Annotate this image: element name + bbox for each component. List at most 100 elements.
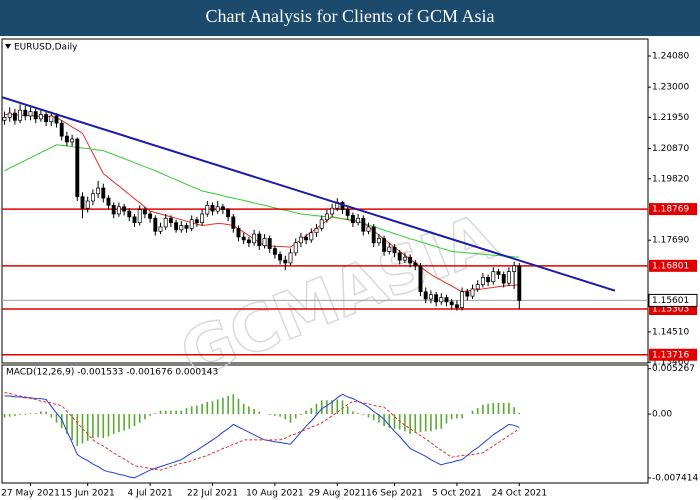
candle-body <box>252 233 257 244</box>
candle-body <box>418 265 423 293</box>
macd-histogram-bar <box>138 414 141 423</box>
macd-histogram-bar <box>450 414 453 420</box>
candle-body <box>267 238 272 249</box>
candle-body <box>293 242 298 254</box>
candle-body <box>501 274 506 284</box>
candle-body <box>96 187 101 195</box>
candle-body <box>168 217 173 223</box>
candle-body <box>382 238 387 252</box>
macd-histogram-bar <box>492 402 495 415</box>
candle-body <box>174 222 179 231</box>
candle-body <box>75 138 80 198</box>
macd-histogram-bar <box>456 414 458 419</box>
candle-body <box>512 265 517 272</box>
candle-body <box>517 265 522 301</box>
macd-histogram-bar <box>66 414 68 434</box>
symbol-marker <box>5 44 11 49</box>
macd-histogram-bar <box>149 414 151 416</box>
candle-body <box>194 219 199 223</box>
candle-body <box>80 196 85 209</box>
current-price-label: 1.15601 <box>652 296 689 306</box>
macd-histogram-bar <box>487 403 489 415</box>
candle-body <box>2 117 7 121</box>
candle-body <box>38 114 43 120</box>
macd-histogram-bar <box>352 411 354 415</box>
y-tick-label: 1.23000 <box>652 83 689 93</box>
candle-body <box>366 226 371 232</box>
candle-body <box>106 197 111 206</box>
macd-histogram-bar <box>196 405 198 415</box>
macd-histogram-bar <box>430 414 432 432</box>
candle-body <box>101 187 106 199</box>
candle-body <box>132 216 137 223</box>
candle-body <box>408 256 413 264</box>
y-tick-label: 1.21950 <box>652 113 689 123</box>
candle-body <box>122 206 127 212</box>
candle-body <box>413 262 418 267</box>
macd-histogram-bar <box>133 414 136 427</box>
macd-histogram-bar <box>362 414 365 415</box>
macd-histogram-bar <box>159 410 162 415</box>
macd-histogram-bar <box>248 406 250 415</box>
candle-body <box>298 236 303 244</box>
macd-histogram-bar <box>372 414 375 421</box>
title-bar <box>0 0 700 36</box>
candle-body <box>70 138 75 143</box>
macd-histogram-bar <box>222 397 224 415</box>
macd-histogram-bar <box>393 414 396 429</box>
candle-body <box>506 271 511 284</box>
macd-histogram-bar <box>398 414 401 430</box>
symbol-label: EURUSD,Daily <box>14 43 78 53</box>
macd-histogram-bar <box>34 413 37 415</box>
candle-body <box>179 225 184 231</box>
macd-histogram-bar <box>383 414 385 427</box>
candle-body <box>33 111 38 120</box>
macd-histogram-bar <box>289 414 292 423</box>
candle-body <box>231 216 236 229</box>
macd-histogram-bar <box>476 408 479 415</box>
candle-body <box>246 239 251 244</box>
x-tick-label: 15 Jun 2021 <box>61 489 115 499</box>
macd-histogram-bar <box>300 414 302 415</box>
macd-histogram-bar <box>326 400 328 415</box>
macd-histogram-bar <box>128 414 131 429</box>
candle-body <box>23 109 28 117</box>
macd-histogram-bar <box>268 414 271 415</box>
y-tick-label: 1.13460 <box>652 358 689 368</box>
chart-title: Chart Analysis for Clients of GCM Asia <box>206 6 495 26</box>
candle-body <box>236 228 241 238</box>
candle-body <box>220 206 225 210</box>
y2-tick-label: 0.00 <box>652 410 672 420</box>
candle-body <box>304 236 309 241</box>
y2-tick-label: 0.005267 <box>652 364 695 374</box>
x-tick-label: 4 Jul 2021 <box>127 489 172 499</box>
macd-histogram-bar <box>227 396 229 415</box>
candle-body <box>288 252 293 264</box>
level-label-box <box>649 259 697 272</box>
macd-histogram-bar <box>185 408 188 415</box>
candle-body <box>241 236 246 241</box>
macd-histogram-bar <box>284 414 287 420</box>
candle-body <box>387 246 392 252</box>
candle-body <box>470 288 475 297</box>
macd-histogram-bar <box>310 408 313 415</box>
macd-histogram-bar <box>3 414 6 418</box>
candle-body <box>371 226 376 244</box>
macd-histogram-bar <box>123 414 125 431</box>
candle-body <box>350 215 355 223</box>
macd-histogram-bar <box>97 414 99 438</box>
macd-histogram-bar <box>305 410 307 415</box>
macd-histogram-bar <box>497 402 500 415</box>
macd-histogram-bar <box>274 414 276 416</box>
macd-histogram-bar <box>258 411 261 415</box>
candle-body <box>111 204 116 215</box>
macd-histogram-bar <box>419 414 422 433</box>
candle-body <box>163 217 168 228</box>
macd-histogram-bar <box>279 414 281 417</box>
candle-body <box>54 115 59 124</box>
macd-histogram-bar <box>331 400 333 415</box>
x-tick-label: 24 Oct 2021 <box>491 489 547 499</box>
y-tick-label: 1.17690 <box>652 236 689 246</box>
candle-body <box>434 294 439 303</box>
